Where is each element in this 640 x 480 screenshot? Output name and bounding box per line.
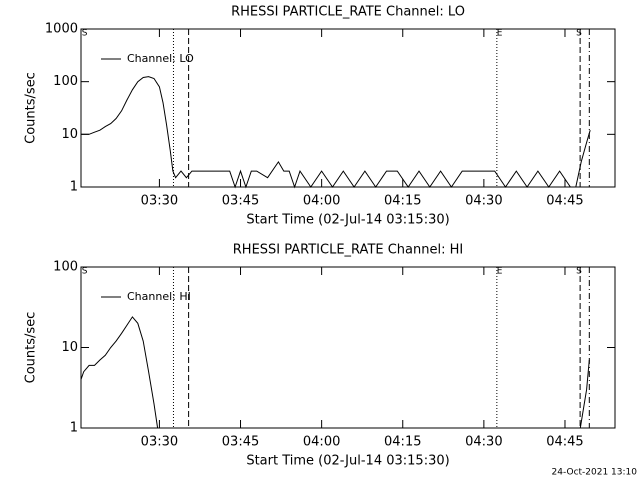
y-tick-label: 1 — [70, 180, 78, 195]
y-tick-label: 100 — [53, 260, 78, 275]
annotation: S — [82, 267, 88, 277]
data-line — [81, 76, 591, 189]
annotation: E — [497, 267, 503, 277]
x-tick-label: 04:00 — [303, 194, 340, 209]
x-tick-label: 03:30 — [141, 435, 178, 450]
x-tick-label: 04:30 — [465, 435, 502, 450]
y-tick-label: 100 — [53, 74, 78, 89]
footer: 24-Oct-2021 13:10 — [552, 468, 638, 478]
y-axis-label: Counts/sec — [24, 72, 39, 144]
x-tick-label: 04:45 — [546, 194, 583, 209]
y-tick-label: 1 — [70, 421, 78, 436]
data-line — [80, 316, 590, 429]
plot-frame — [80, 28, 616, 188]
x-tick-label: 04:30 — [465, 194, 502, 209]
legend-label: Channel: LO — [127, 52, 194, 65]
x-tick-label: 04:45 — [546, 435, 583, 450]
x-tick-label: 03:45 — [222, 194, 259, 209]
y-axis-label: Counts/sec — [24, 312, 39, 384]
x-axis-label: Start Time (02-Jul-14 03:15:30) — [246, 213, 449, 228]
x-tick-label: 03:45 — [222, 435, 259, 450]
chart-title: RHESSI PARTICLE_RATE Channel: HI — [233, 243, 463, 258]
legend-label: Channel: HI — [127, 290, 191, 303]
x-tick-label: 03:30 — [141, 194, 178, 209]
y-tick-label: 1000 — [45, 22, 78, 37]
x-axis-label: Start Time (02-Jul-14 03:15:30) — [246, 454, 449, 469]
x-tick-label: 04:00 — [303, 435, 340, 450]
chart-title: RHESSI PARTICLE_RATE Channel: LO — [231, 5, 465, 20]
annotation: S — [576, 29, 582, 39]
x-tick-label: 04:15 — [384, 435, 421, 450]
x-tick-label: 04:15 — [384, 194, 421, 209]
y-tick-label: 10 — [61, 340, 78, 355]
annotation: S — [82, 29, 88, 39]
annotation: S — [576, 267, 582, 277]
y-tick-label: 10 — [61, 127, 78, 142]
annotation: E — [497, 29, 503, 39]
